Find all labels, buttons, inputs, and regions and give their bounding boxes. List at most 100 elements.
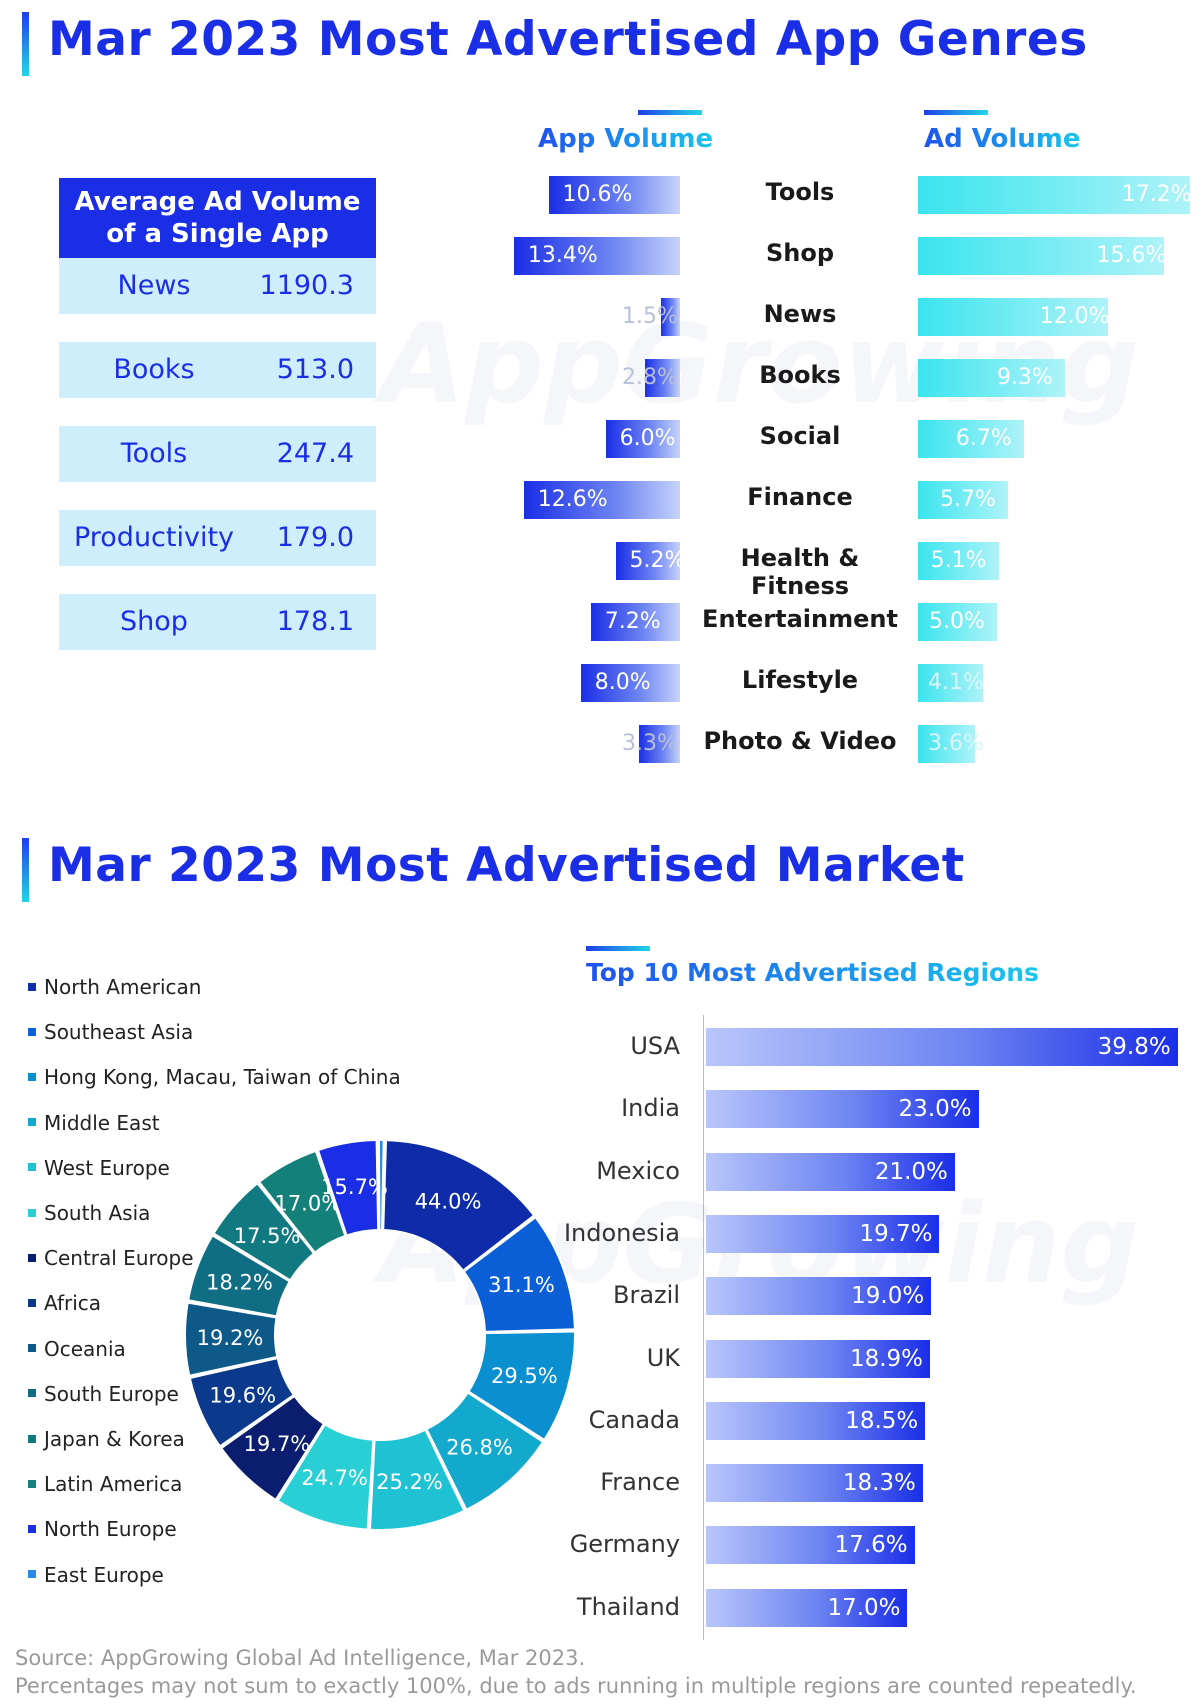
region-name: Brazil [613,1281,680,1310]
ad-volume-label: 3.6% [928,731,984,756]
region-name: UK [646,1343,680,1372]
legend-label: Japan & Korea [44,1427,185,1451]
legend-label: Middle East [44,1110,160,1135]
donut-slice [257,1149,347,1254]
app-volume-bar [615,542,680,580]
avg-row-name: Shop [120,606,188,637]
legend-item: Hong Kong, Macau, Taiwan of China [28,1065,401,1089]
ad-volume-label: 15.6% [1096,243,1167,268]
region-value-label: 19.7% [859,1220,933,1247]
donut-slice-label: 18.2% [206,1271,273,1295]
avg-row: Tools 247.4 [59,426,376,482]
legend-item: Southeast Asia [28,1020,193,1044]
region-value-label: 17.0% [827,1594,901,1621]
legend-swatch [28,1524,36,1533]
avg-row-name: Productivity [73,522,235,553]
region-bar [706,1214,940,1253]
region-value-label: 19.0% [851,1283,925,1310]
legend-swatch [28,1434,36,1443]
genre-label: Health & Fitness [740,544,860,600]
region-bar [706,1090,979,1129]
avg-row-name: Tools [120,438,188,469]
app-volume-label: 3.3% [622,731,678,756]
avg-row-value: 179.0 [276,522,354,553]
legend-label: Oceania [44,1336,126,1361]
donut-slice-label: 44.0% [415,1189,482,1213]
region-value-label: 17.6% [834,1532,908,1559]
legend-label: Southeast Asia [44,1020,194,1045]
regions-header-bar [586,946,650,951]
donut-slice [316,1139,380,1237]
section1-accent-bar [22,12,29,76]
legend-swatch [28,1163,36,1172]
app-volume-bar [639,725,680,763]
ad-volume-bar [918,725,975,763]
legend-swatch [28,1570,36,1579]
ad-volume-label: 6.7% [955,426,1012,451]
donut-slice [377,1139,385,1232]
legend-item: South Europe [28,1382,179,1406]
genre-label: Books [759,361,841,389]
region-bar [706,1464,923,1503]
app-volume-label: 12.6% [537,487,608,512]
ad-volume-label: 5.0% [929,609,985,634]
app-volume-label: 1.5% [622,304,678,329]
donut-slice [219,1394,326,1502]
legend-label: North Europe [44,1517,177,1542]
donut-slice [382,1139,536,1273]
genre-label: Entertainment [702,605,898,633]
donut-slice [368,1428,466,1531]
ad-volume-bar [918,481,1009,519]
region-value-label: 18.9% [849,1345,924,1372]
legend-swatch [28,1027,36,1036]
ad-volume-label: 9.3% [996,365,1053,390]
avg-ad-volume-title-line2: of a Single App [106,219,329,249]
ad-volume-bar [918,237,1165,275]
legend-label: Latin America [44,1472,183,1497]
region-name: Thailand [576,1592,680,1621]
region-name: USA [630,1032,680,1060]
section2-title: Mar 2023 Most Advertised Market [48,838,965,893]
donut-slice [462,1215,576,1333]
legend-swatch [28,1344,36,1353]
genre-label: Finance [747,483,853,511]
donut-slice-label: 19.2% [197,1326,264,1350]
donut-slice [188,1356,296,1448]
legend-item: North American [28,975,201,999]
donut-slice-label: 26.8% [446,1435,513,1459]
ad-volume-label: 5.1% [930,548,987,573]
donut-slice [425,1391,545,1512]
regions-axis [703,1015,704,1640]
legend-swatch [28,1479,36,1488]
legend-item: North Europe [28,1517,177,1541]
region-value-label: 21.0% [874,1158,948,1185]
legend-item: South Asia [28,1201,150,1225]
genre-label: Photo & Video [703,727,897,755]
legend-label: Africa [44,1291,102,1316]
donut-slice-label: 31.1% [488,1273,555,1297]
ad-volume-header: Ad Volume [924,124,1081,154]
app-volume-label: 7.2% [604,609,661,634]
legend-label: Hong Kong, Macau, Taiwan of China [44,1065,401,1090]
ad-volume-label: 4.1% [928,670,984,695]
avg-row: Productivity 179.0 [59,510,376,566]
ad-volume-label: 17.2% [1121,182,1192,207]
ad-volume-header-bar [924,110,988,115]
donut-slice [184,1301,279,1377]
legend-label: North American [44,975,202,999]
app-volume-bar [605,420,680,458]
ad-volume-bar [918,420,1024,458]
donut-slice [467,1330,576,1442]
region-name: Indonesia [563,1218,680,1247]
region-value-label: 23.0% [898,1096,972,1123]
legend-item: Africa [28,1291,101,1315]
region-bar [706,1401,926,1440]
avg-row: Shop 178.1 [59,594,376,650]
regions-title: Top 10 Most Advertised Regions [586,958,1039,987]
donut-slice-label: 24.7% [301,1466,368,1490]
avg-row-value: 1190.3 [259,270,354,301]
genre-label: Lifestyle [741,666,859,694]
ad-volume-bar [918,298,1108,336]
ad-volume-bar [918,664,983,702]
donut-slice-label: 17.5% [234,1224,301,1248]
